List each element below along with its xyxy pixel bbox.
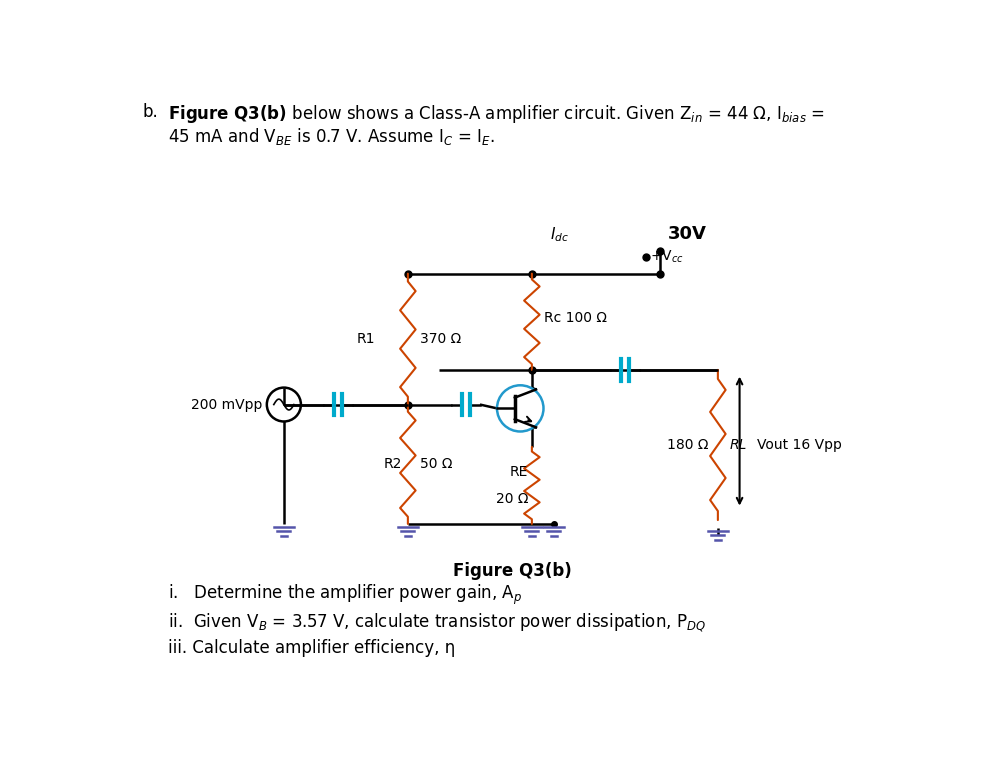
Text: i.   Determine the amplifier power gain, A$_p$: i. Determine the amplifier power gain, A… — [168, 583, 522, 607]
Text: 370 Ω: 370 Ω — [420, 332, 462, 346]
Text: Rc 100 Ω: Rc 100 Ω — [544, 311, 606, 325]
Text: $\mathbf{Figure\ Q3(b)}$ below shows a Class-A amplifier circuit. Given Z$_{in}$: $\mathbf{Figure\ Q3(b)}$ below shows a C… — [168, 103, 825, 125]
Text: b.: b. — [142, 103, 158, 121]
Text: Vout 16 Vpp: Vout 16 Vpp — [757, 438, 842, 452]
Text: +V$_{cc}$: +V$_{cc}$ — [650, 248, 684, 265]
Text: R2: R2 — [383, 457, 402, 471]
Text: ii.  Given V$_B$ = 3.57 V, calculate transistor power dissipation, P$_{DQ}$: ii. Given V$_B$ = 3.57 V, calculate tran… — [168, 611, 706, 633]
Text: $I_{dc}$: $I_{dc}$ — [550, 226, 568, 244]
Text: R1: R1 — [357, 332, 375, 346]
Text: iii. Calculate amplifier efficiency, η: iii. Calculate amplifier efficiency, η — [168, 639, 455, 656]
Text: 50 Ω: 50 Ω — [420, 457, 453, 471]
Text: 200 mVpp: 200 mVpp — [191, 398, 262, 411]
Text: Figure Q3(b): Figure Q3(b) — [453, 562, 572, 581]
Text: 20 Ω: 20 Ω — [496, 492, 528, 506]
Text: 45 mA and V$_{BE}$ is 0.7 V. Assume I$_C$ = I$_E$.: 45 mA and V$_{BE}$ is 0.7 V. Assume I$_C… — [168, 126, 495, 147]
Text: 180 Ω: 180 Ω — [667, 438, 709, 452]
Text: 30V: 30V — [668, 225, 706, 243]
Text: RE: RE — [510, 465, 528, 480]
Text: RL: RL — [730, 438, 747, 452]
